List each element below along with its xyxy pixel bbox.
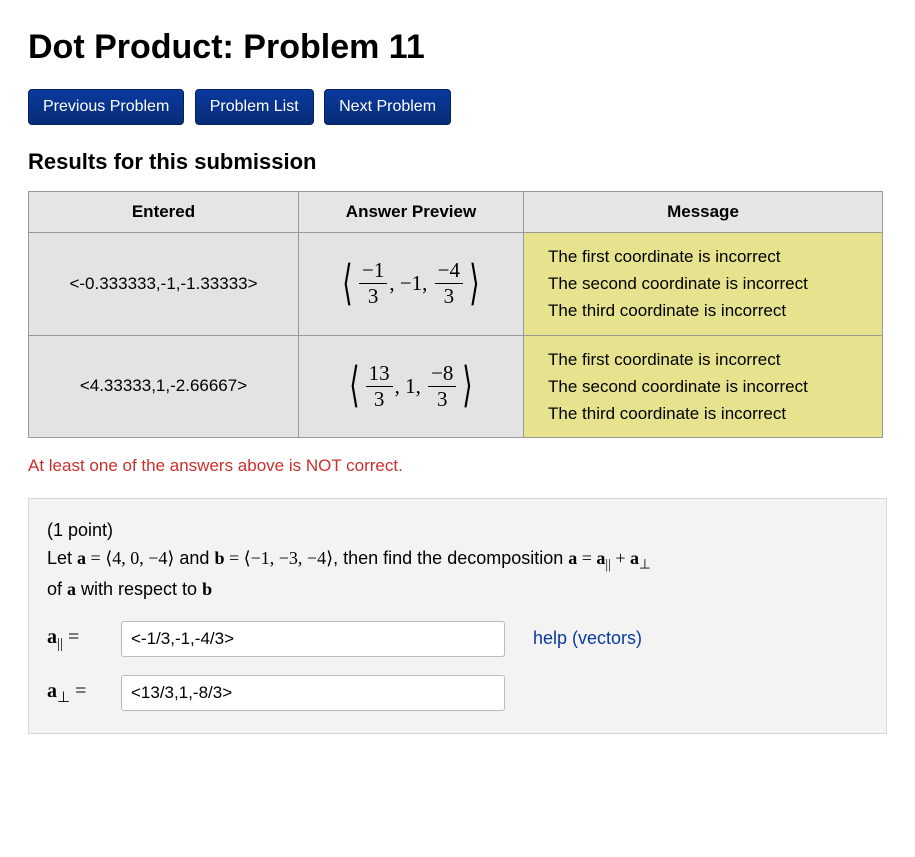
a-parallel-label: a|| = (47, 622, 121, 656)
message-cell: The first coordinate is incorrect The se… (524, 335, 883, 438)
page-title: Dot Product: Problem 11 (28, 28, 887, 67)
message-line: The second coordinate is incorrect (548, 373, 872, 400)
message-line: The third coordinate is incorrect (548, 400, 872, 427)
col-header-entered: Entered (29, 192, 299, 233)
preview-cell: ⟨ 133 , 1, −83 ⟩ (299, 335, 524, 438)
preview-cell: ⟨ −13 , −1, −43 ⟩ (299, 233, 524, 336)
input-row-parallel: a|| = help (vectors) (47, 621, 868, 657)
problem-box: (1 point) Let a = ⟨4, 0, −4⟩ and b = ⟨−1… (28, 498, 887, 734)
results-heading: Results for this submission (28, 149, 887, 175)
table-row: <-0.333333,-1,-1.33333> ⟨ −13 , −1, −43 … (29, 233, 883, 336)
entered-cell: <4.33333,1,-2.66667> (29, 335, 299, 438)
problem-list-button[interactable]: Problem List (195, 89, 314, 125)
next-problem-button[interactable]: Next Problem (324, 89, 451, 125)
previous-problem-button[interactable]: Previous Problem (28, 89, 184, 125)
help-vectors-link[interactable]: help (vectors) (533, 625, 642, 653)
message-line: The second coordinate is incorrect (548, 270, 872, 297)
message-line: The first coordinate is incorrect (548, 346, 872, 373)
a-perp-input[interactable] (121, 675, 505, 711)
results-table: Entered Answer Preview Message <-0.33333… (28, 191, 883, 438)
a-perp-label: a⊥ = (47, 676, 121, 710)
nav-row: Previous Problem Problem List Next Probl… (28, 89, 887, 125)
input-row-perp: a⊥ = (47, 675, 868, 711)
message-line: The third coordinate is incorrect (548, 297, 872, 324)
table-row: <4.33333,1,-2.66667> ⟨ 133 , 1, −83 ⟩ Th… (29, 335, 883, 438)
col-header-message: Message (524, 192, 883, 233)
entered-cell: <-0.333333,-1,-1.33333> (29, 233, 299, 336)
warning-text: At least one of the answers above is NOT… (28, 456, 887, 476)
col-header-preview: Answer Preview (299, 192, 524, 233)
problem-text: (1 point) Let a = ⟨4, 0, −4⟩ and b = ⟨−1… (47, 517, 868, 603)
message-cell: The first coordinate is incorrect The se… (524, 233, 883, 336)
message-line: The first coordinate is incorrect (548, 243, 872, 270)
a-parallel-input[interactable] (121, 621, 505, 657)
